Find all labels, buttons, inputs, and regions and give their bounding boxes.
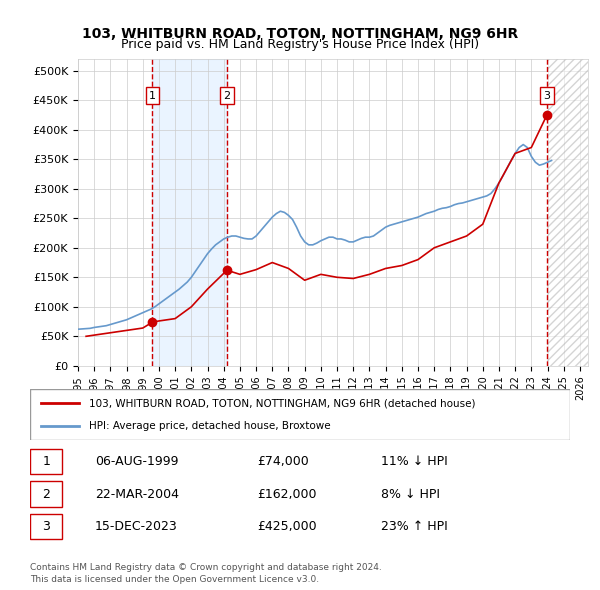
Text: 8% ↓ HPI: 8% ↓ HPI	[381, 487, 440, 501]
FancyBboxPatch shape	[30, 481, 62, 507]
Text: Contains HM Land Registry data © Crown copyright and database right 2024.: Contains HM Land Registry data © Crown c…	[30, 563, 382, 572]
Text: 22-MAR-2004: 22-MAR-2004	[95, 487, 179, 501]
Text: Price paid vs. HM Land Registry's House Price Index (HPI): Price paid vs. HM Land Registry's House …	[121, 38, 479, 51]
Text: This data is licensed under the Open Government Licence v3.0.: This data is licensed under the Open Gov…	[30, 575, 319, 584]
Text: £74,000: £74,000	[257, 455, 308, 468]
Text: 1: 1	[149, 91, 156, 101]
Bar	[547, 59, 588, 366]
Text: 23% ↑ HPI: 23% ↑ HPI	[381, 520, 448, 533]
Text: 103, WHITBURN ROAD, TOTON, NOTTINGHAM, NG9 6HR: 103, WHITBURN ROAD, TOTON, NOTTINGHAM, N…	[82, 27, 518, 41]
Text: 2: 2	[223, 91, 230, 101]
Text: 2: 2	[42, 487, 50, 501]
FancyBboxPatch shape	[30, 389, 570, 440]
Text: 1: 1	[42, 455, 50, 468]
Text: 15-DEC-2023: 15-DEC-2023	[95, 520, 178, 533]
Text: £425,000: £425,000	[257, 520, 316, 533]
Bar	[152, 59, 227, 366]
Text: 3: 3	[544, 91, 550, 101]
Text: HPI: Average price, detached house, Broxtowe: HPI: Average price, detached house, Brox…	[89, 421, 331, 431]
FancyBboxPatch shape	[30, 514, 62, 539]
FancyBboxPatch shape	[30, 449, 62, 474]
Text: £162,000: £162,000	[257, 487, 316, 501]
Text: 103, WHITBURN ROAD, TOTON, NOTTINGHAM, NG9 6HR (detached house): 103, WHITBURN ROAD, TOTON, NOTTINGHAM, N…	[89, 398, 476, 408]
Text: 3: 3	[42, 520, 50, 533]
Text: 06-AUG-1999: 06-AUG-1999	[95, 455, 178, 468]
Text: 11% ↓ HPI: 11% ↓ HPI	[381, 455, 448, 468]
Bar	[547, 59, 588, 366]
